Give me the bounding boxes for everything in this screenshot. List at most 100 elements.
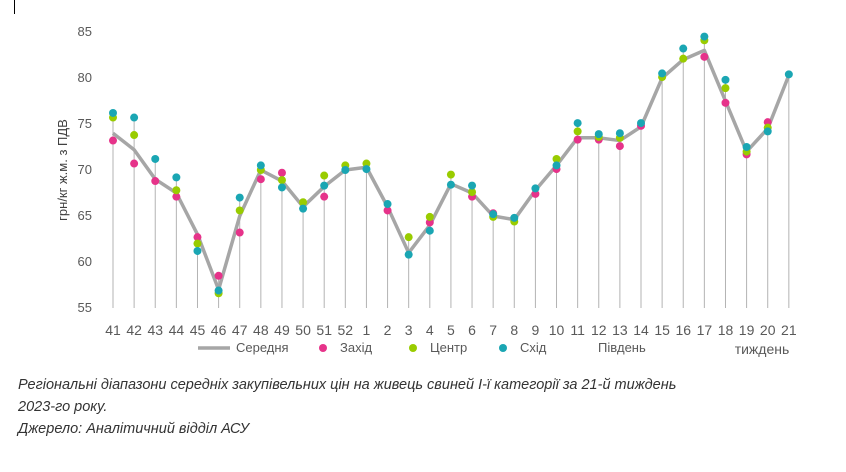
x-tick-label: 1 [363, 322, 371, 338]
marker-23 [573, 127, 582, 136]
marker-8 [256, 175, 265, 184]
figure-caption: Регіональні діапазони середніх закупівел… [18, 374, 818, 440]
marker-16 [425, 218, 434, 227]
marker-1 [109, 136, 117, 145]
caption-line-2: 2023-го року. [18, 399, 108, 415]
marker-13 [362, 165, 371, 174]
y-tick-label: 70 [78, 162, 92, 177]
x-tick-label: 8 [510, 322, 518, 338]
marker-2 [130, 113, 139, 122]
marker-23 [573, 135, 582, 144]
y-tick-label: 85 [78, 24, 92, 39]
marker-30 [721, 98, 730, 107]
marker-9 [277, 168, 286, 177]
marker-5 [193, 246, 202, 255]
legend-marker-swatch [319, 344, 327, 352]
caption-line-1: Регіональні діапазони середніх закупівел… [18, 377, 677, 393]
marker-26 [637, 119, 645, 128]
marker-28 [679, 44, 688, 53]
marker-19 [489, 210, 498, 219]
marker-2 [130, 131, 139, 140]
x-tick-label: 48 [253, 322, 269, 338]
x-tick-label: 17 [697, 322, 713, 338]
marker-1 [109, 108, 117, 117]
marker-23 [573, 119, 582, 128]
y-tick-label: 80 [78, 70, 92, 85]
marker-4 [172, 186, 181, 195]
marker-11 [320, 171, 329, 180]
marker-11 [320, 192, 329, 201]
marker-14 [383, 200, 392, 209]
y-axis: 55 60 65 70 75 80 85 [78, 24, 92, 315]
marker-29 [700, 32, 709, 41]
marker-9 [277, 176, 286, 185]
x-tick-label: 45 [190, 322, 206, 338]
marker-25 [615, 142, 624, 151]
y-axis-title: грн/кг ж.м. з ПДВ [55, 119, 70, 221]
x-tick-label: 49 [274, 322, 290, 338]
marker-25 [615, 129, 624, 138]
x-tick-label: 52 [338, 322, 354, 338]
marker-33 [784, 70, 793, 79]
marker-5 [193, 233, 202, 242]
x-tick-label: 18 [718, 322, 734, 338]
x-tick-label: 3 [405, 322, 413, 338]
marker-29 [700, 52, 709, 61]
marker-18 [468, 188, 477, 197]
x-tick-label: 9 [532, 322, 540, 338]
marker-20 [510, 213, 519, 222]
legend-label: Схід [520, 340, 547, 355]
x-tick-label: 42 [126, 322, 142, 338]
marker-2 [130, 159, 139, 168]
marker-31 [742, 143, 751, 151]
x-tick-label: 21 [781, 322, 797, 338]
marker-16 [425, 212, 434, 221]
x-tick-label: 41 [105, 322, 121, 338]
x-tick-label: 44 [169, 322, 185, 338]
marker-15 [404, 233, 413, 242]
x-tick-label: 50 [295, 322, 311, 338]
x-tick-label: 4 [426, 322, 434, 338]
legend: Середня Захід Центр Схід Південь [198, 340, 646, 355]
marker-6 [214, 286, 223, 295]
legend-marker-swatch [409, 344, 417, 352]
marker-9 [277, 183, 286, 192]
marker-22 [552, 161, 561, 170]
legend-label: Центр [430, 340, 467, 355]
marker-3 [151, 177, 160, 186]
x-tick-label: 5 [447, 322, 455, 338]
x-tick-label: 46 [211, 322, 227, 338]
top-left-mark [14, 0, 15, 14]
marker-7 [235, 206, 244, 215]
marker-7 [235, 228, 244, 237]
y-tick-label: 55 [78, 300, 92, 315]
legend-label: Захід [340, 340, 372, 355]
x-tick-label: 13 [612, 322, 628, 338]
x-tick-label: 2 [384, 322, 392, 338]
marker-17 [446, 170, 455, 179]
marker-30 [721, 75, 730, 84]
marker-6 [214, 271, 223, 280]
marker-4 [172, 173, 181, 182]
y-tick-label: 60 [78, 254, 92, 269]
marker-32 [763, 118, 772, 127]
x-tick-label: 12 [591, 322, 607, 338]
x-tick-label: 10 [549, 322, 565, 338]
x-tick-label: 7 [489, 322, 497, 338]
marker-15 [404, 250, 413, 259]
marker-16 [425, 226, 434, 235]
x-tick-label: 11 [570, 322, 585, 338]
marker-18 [468, 181, 477, 190]
x-tick-label: 43 [147, 322, 163, 338]
x-tick-label: 15 [654, 322, 670, 338]
marker-22 [552, 154, 561, 163]
marker-27 [658, 69, 667, 78]
x-tick-label: 19 [739, 322, 755, 338]
marker-14 [383, 206, 392, 215]
drop-lines [112, 36, 790, 308]
y-tick-label: 75 [78, 116, 92, 131]
x-axis-title: тиждень [735, 341, 790, 357]
marker-10 [299, 204, 308, 213]
marker-8 [256, 161, 265, 170]
